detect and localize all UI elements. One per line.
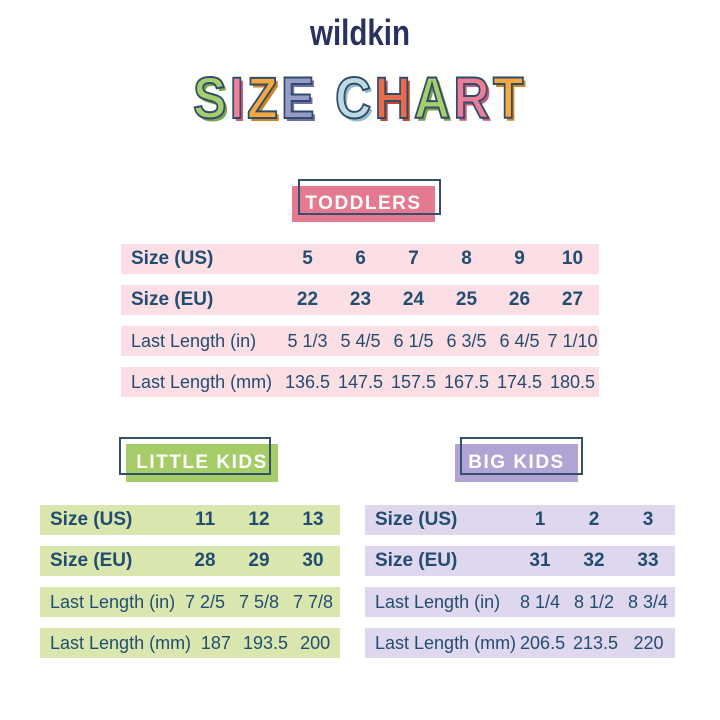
cell-value: 22 [296, 289, 319, 310]
cell-value: 33 [637, 550, 659, 571]
row-label: Size (EU) [50, 550, 133, 571]
row-label: Size (US) [375, 509, 458, 530]
row-label: Last Length (mm) [375, 632, 517, 653]
big-kids-badge: BIG KIDS [455, 444, 578, 482]
cell-value: 26 [508, 289, 531, 310]
cell-value: 24 [402, 289, 425, 310]
title-letter: R [453, 65, 493, 132]
cell-value: 27 [561, 289, 584, 310]
row-label: Size (EU) [131, 289, 214, 310]
cell-value: 5 4/5 [340, 330, 381, 351]
size-chart-title: SIZE CHART [0, 65, 720, 132]
table-row: Size (US) 11 12 13 [40, 505, 340, 535]
row-label: Size (EU) [375, 550, 458, 571]
row-label: Size (US) [50, 509, 133, 530]
cell-value: 31 [529, 550, 551, 571]
cell-value: 187 [200, 632, 231, 653]
big-kids-badge-label: BIG KIDS [468, 452, 565, 473]
cell-value: 5 [302, 248, 313, 269]
table-row: Size (US) 5 6 7 8 9 10 [121, 244, 599, 274]
big-kids-table: Size (US) 1 2 3 Size (EU) 31 32 33 Last Length (… [365, 505, 675, 669]
table-row: Size (EU) 31 32 33 [365, 546, 675, 576]
title-letter: E [280, 65, 318, 132]
cell-value: 30 [302, 550, 324, 571]
cell-value: 12 [248, 509, 270, 530]
cell-value: 6 4/5 [499, 330, 540, 351]
toddlers-badge-label: TODDLERS [305, 193, 422, 214]
cell-value: 1 [534, 509, 546, 530]
title-letter: T [492, 65, 527, 132]
table-row: Last Length (mm) 136.5 147.5 157.5 167.5 174.… [121, 367, 599, 397]
cell-value: 193.5 [243, 632, 289, 653]
cell-value: 180.5 [549, 371, 596, 392]
cell-value: 7 [408, 248, 419, 269]
row-label: Last Length (in) [131, 330, 257, 351]
row-label: Last Length (mm) [50, 632, 192, 653]
title-letter: C [334, 65, 375, 132]
cell-value: 7 7/8 [292, 591, 334, 612]
little-kids-badge: LITTLE KIDS [126, 444, 278, 482]
cell-value: 7 5/8 [238, 591, 280, 612]
little-kids-badge-label: LITTLE KIDS [136, 452, 268, 473]
cell-value: 29 [248, 550, 270, 571]
title-letter: A [413, 65, 454, 132]
cell-value: 6 1/5 [393, 330, 434, 351]
title-letter: H [374, 65, 415, 132]
cell-value: 28 [194, 550, 216, 571]
table-row: Last Length (in) 8 1/4 8 1/2 8 3/4 [365, 587, 675, 617]
row-label: Size (US) [131, 248, 214, 269]
table-row: Last Length (in) 5 1/3 5 4/5 6 1/5 6 3/5 6 4/… [121, 326, 599, 356]
table-row: Size (EU) 22 23 24 25 26 27 [121, 285, 599, 315]
cell-value: 200 [300, 632, 331, 653]
cell-value: 206.5 [520, 632, 566, 653]
cell-value: 23 [349, 289, 372, 310]
cell-value: 213.5 [573, 632, 619, 653]
cell-value: 2 [588, 509, 600, 530]
table-row: Size (US) 1 2 3 [365, 505, 675, 535]
cell-value: 6 3/5 [446, 330, 487, 351]
title-letter: S [192, 65, 230, 132]
cell-value: 167.5 [443, 371, 490, 392]
title-letter [318, 66, 335, 131]
cell-value: 8 1/2 [573, 591, 615, 612]
cell-value: 136.5 [284, 371, 331, 392]
toddlers-table: Size (US) 5 6 7 8 9 10 Size (EU) 22 23 24 25 26 27 Las… [121, 244, 599, 408]
row-label: Last Length (mm) [131, 371, 273, 392]
toddlers-badge: TODDLERS [292, 186, 435, 222]
cell-value: 220 [633, 632, 664, 653]
cell-value: 8 3/4 [627, 591, 669, 612]
table-row: Size (EU) 28 29 30 [40, 546, 340, 576]
cell-value: 157.5 [390, 371, 437, 392]
row-label: Last Length (in) [50, 591, 176, 612]
cell-value: 25 [455, 289, 478, 310]
cell-value: 174.5 [496, 371, 543, 392]
size-chart-title-letters: SIZE CHART [192, 65, 527, 132]
cell-value: 5 1/3 [287, 330, 328, 351]
brand-logo-text: wildkin [309, 12, 411, 53]
table-row: Last Length (mm) 187 193.5 200 [40, 628, 340, 658]
cell-value: 10 [561, 248, 584, 269]
title-letter: Z [246, 65, 282, 132]
cell-value: 32 [583, 550, 605, 571]
row-label: Last Length (in) [375, 591, 501, 612]
cell-value: 11 [194, 509, 216, 530]
cell-value: 8 [461, 248, 472, 269]
cell-value: 6 [355, 248, 366, 269]
cell-value: 8 1/4 [519, 591, 561, 612]
table-row: Last Length (in) 7 2/5 7 5/8 7 7/8 [40, 587, 340, 617]
cell-value: 9 [514, 248, 525, 269]
table-row: Last Length (mm) 206.5 213.5 220 [365, 628, 675, 658]
cell-value: 13 [302, 509, 324, 530]
cell-value: 3 [642, 509, 654, 530]
title-letter: I [229, 65, 248, 132]
cell-value: 7 1/10 [547, 330, 598, 351]
brand-logo: wildkin [0, 12, 720, 54]
cell-value: 147.5 [337, 371, 384, 392]
little-kids-table: Size (US) 11 12 13 Size (EU) 28 29 30 Last Lengt… [40, 505, 340, 669]
cell-value: 7 2/5 [184, 591, 226, 612]
